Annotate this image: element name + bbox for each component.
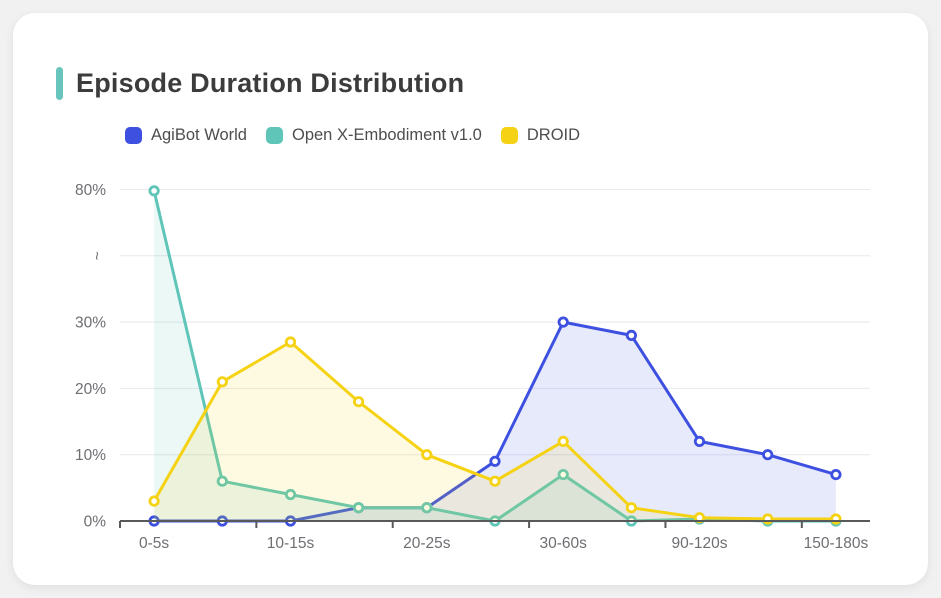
legend-label: AgiBot World	[151, 126, 247, 144]
data-point-0-10[interactable]	[830, 468, 842, 481]
data-point-2-2[interactable]	[284, 336, 297, 348]
title-row: Episode Duration Distribution	[56, 67, 464, 100]
data-point-1-3[interactable]	[352, 502, 365, 514]
series-area-1	[154, 190, 836, 522]
x-axis-label: 150-180s	[804, 535, 869, 552]
y-axis-label: 80%	[75, 182, 106, 199]
legend-item-0[interactable]: AgiBot World	[125, 126, 247, 145]
x-axis-label: 30-60s	[539, 535, 587, 552]
chart-title: Episode Duration Distribution	[76, 68, 465, 98]
data-point-2-0[interactable]	[148, 495, 160, 507]
x-axis-label: 10-15s	[267, 535, 315, 552]
legend-label: DROID	[526, 126, 581, 144]
y-axis-break-symbol: ~	[88, 251, 105, 260]
legend-swatch-icon	[266, 127, 283, 144]
legend-item-2[interactable]: DROID	[500, 126, 581, 145]
y-axis-label: 20%	[75, 381, 106, 398]
data-point-1-6[interactable]	[557, 468, 569, 481]
legend: AgiBot World Open X-Embodiment v1.0 DROID	[125, 126, 599, 145]
legend-item-1[interactable]: Open X-Embodiment v1.0	[266, 126, 482, 145]
data-point-0-9[interactable]	[762, 449, 774, 461]
data-point-1-0[interactable]	[148, 185, 160, 197]
data-point-1-1[interactable]	[216, 475, 228, 487]
x-axis-label: 0-5s	[139, 535, 169, 552]
series-area-2	[154, 342, 836, 521]
data-point-2-4[interactable]	[421, 449, 433, 461]
data-point-1-2[interactable]	[284, 488, 297, 501]
data-point-1-4[interactable]	[421, 502, 433, 514]
data-point-2-1[interactable]	[216, 376, 228, 388]
y-axis-label: 0%	[84, 514, 107, 531]
data-point-0-6[interactable]	[557, 316, 569, 328]
data-point-2-3[interactable]	[352, 396, 365, 408]
chart-card: Episode Duration Distribution AgiBot Wor…	[13, 13, 928, 585]
data-point-0-7[interactable]	[625, 329, 638, 341]
series-area-0	[154, 322, 836, 521]
data-point-2-5[interactable]	[489, 475, 501, 487]
data-point-2-7[interactable]	[625, 502, 638, 514]
y-axis-label: 10%	[75, 447, 106, 464]
legend-label: Open X-Embodiment v1.0	[292, 126, 482, 144]
title-accent-bar	[56, 67, 63, 100]
x-axis-label: 20-25s	[403, 535, 451, 552]
y-axis-label: 30%	[75, 315, 106, 332]
legend-swatch-icon	[125, 127, 142, 144]
data-point-0-8[interactable]	[693, 435, 706, 447]
legend-swatch-icon	[500, 127, 518, 144]
data-point-0-5[interactable]	[489, 455, 501, 467]
x-axis-label: 90-120s	[671, 535, 727, 552]
data-point-2-6[interactable]	[557, 435, 569, 447]
